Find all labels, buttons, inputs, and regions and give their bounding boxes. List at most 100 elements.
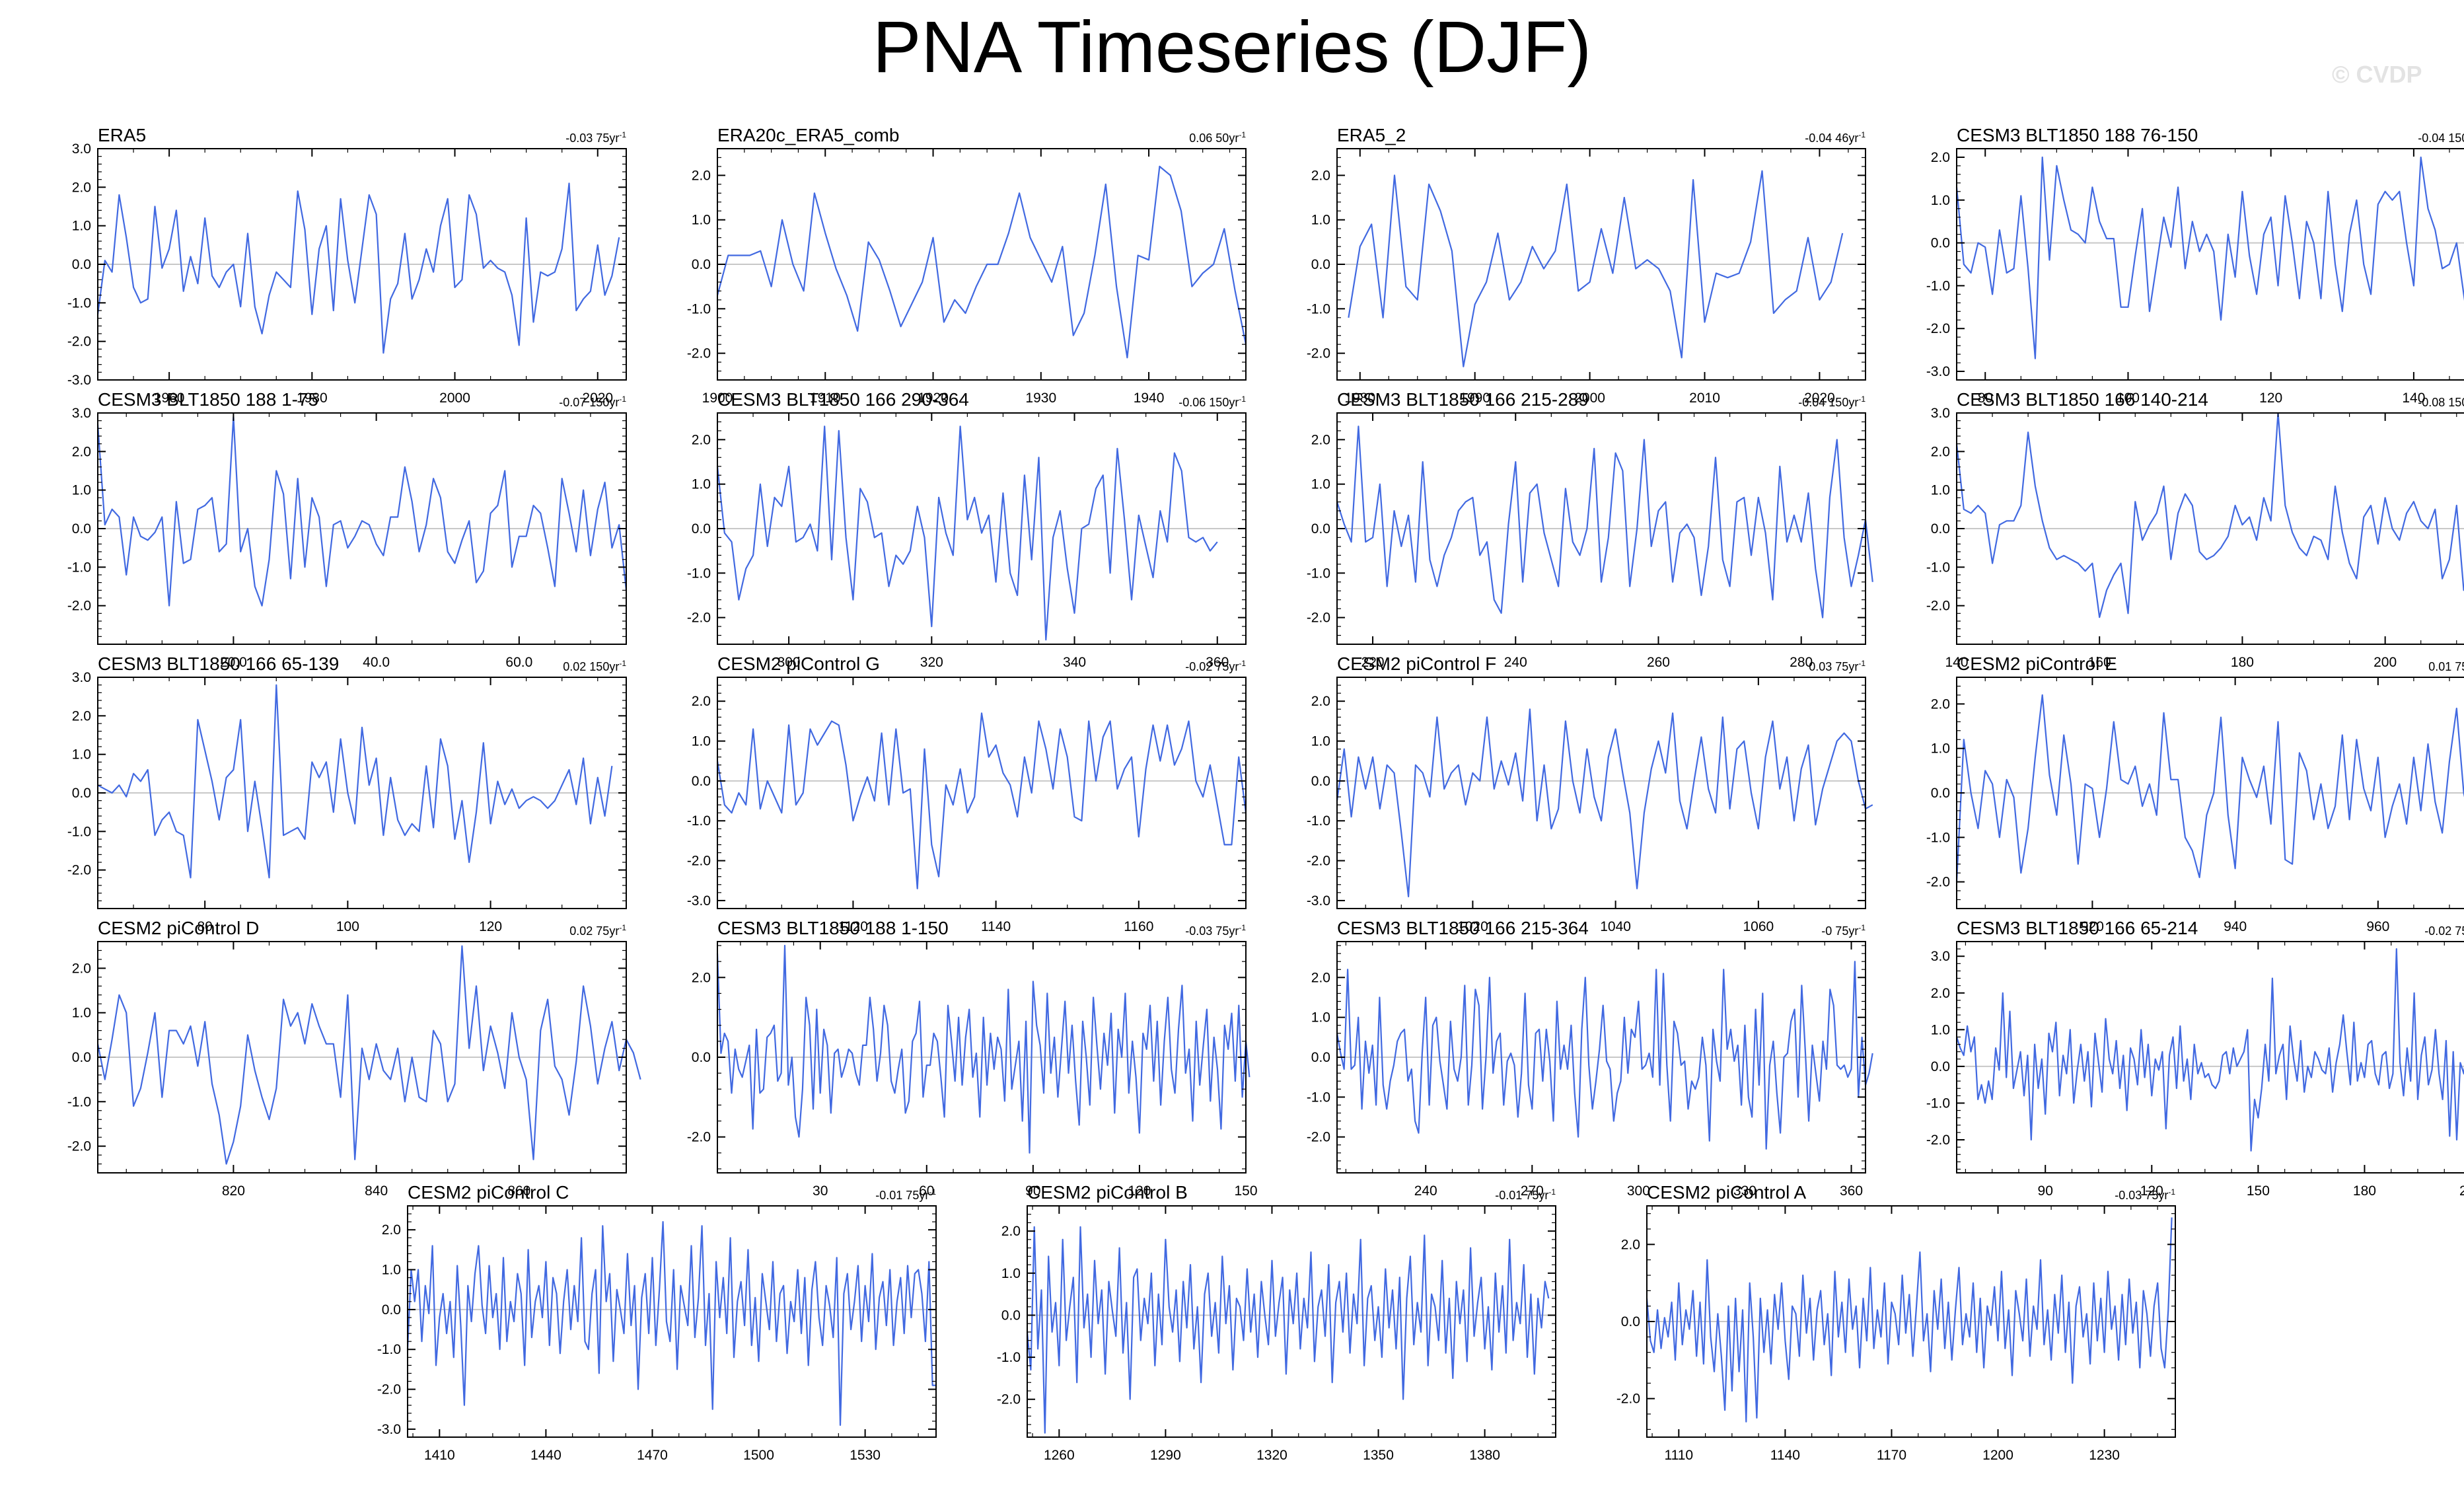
chart-svg: -2.0 -1.0 0.0 1.0 2.0 3.0 80 100 120 [67, 670, 627, 934]
chart-svg: -2.0 -1.0 0.0 1.0 2.0 240 270 300 330 360 [1307, 941, 1873, 1199]
x-tick-label: 40.0 [363, 655, 390, 670]
y-tick-label: 0.0 [692, 521, 711, 537]
chart-svg: -2.0 -1.0 0.0 1.0 2.0 1980 1990 2000 2010 2020 [1307, 148, 1866, 406]
panel-trend-label: -0.02 75yr-1 [2424, 923, 2464, 938]
plot-frame [1956, 148, 2464, 381]
chart-svg: -3.0 -2.0 -1.0 0.0 1.0 2.0 1020 1040 1060 [1307, 677, 1873, 934]
trend-value: 0.02 75yr [569, 924, 620, 938]
y-tick-label: 0.0 [1311, 774, 1330, 789]
x-tick-label: 100 [2117, 391, 2140, 406]
panel-title: ERA5 [98, 125, 147, 145]
series-line [1336, 426, 1873, 618]
x-tick-label: 120 [1128, 1183, 1151, 1199]
x-tick-label: 320 [920, 655, 943, 670]
y-tick-label: -3.0 [1307, 893, 1330, 909]
y-tick-label: 0.0 [382, 1302, 401, 1318]
panel-title: CESM3 BLT1850 188 76-150 [1957, 125, 2198, 145]
x-tick-label: 1990 [1459, 391, 1490, 406]
y-tick-label: 1.0 [692, 213, 711, 228]
y-tick-label: 1.0 [1311, 213, 1330, 228]
y-tick-label: -2.0 [687, 854, 711, 869]
x-tick-label: 270 [1521, 1183, 1544, 1199]
chart-panel: CESM2 piControl C -0.01 75yr-1 -3.0 -2.0 -1.… [368, 1179, 937, 1490]
x-tick-label: 1940 [1134, 391, 1165, 406]
y-tick-label: 0.0 [72, 521, 91, 537]
trend-value: -0.03 75yr [1185, 924, 1239, 938]
chart-panel: CESM2 piControl G -0.02 75yr-1 -3.0 -2.0 -1.… [678, 651, 1247, 961]
panel-trend-label: 0.06 50yr-1 [1189, 130, 1246, 145]
trend-value: 0.03 75yr [1809, 660, 1859, 673]
trend-value: -0.04 46yr [1805, 131, 1859, 145]
trend-value: -0.02 75yr [2424, 924, 2464, 938]
y-tick-label: 2.0 [382, 1222, 401, 1238]
y-tick-label: -2.0 [1926, 1133, 1950, 1148]
panel-trend-label: -0.08 150yr-1 [2418, 394, 2464, 410]
chart-svg: -2.0 0.0 2.0 1110 1140 1170 1200 1230 [1616, 1205, 2176, 1463]
series-line [1955, 412, 2464, 618]
panel-title: ERA20c_ERA5_comb [717, 125, 900, 145]
y-tick-label: -2.0 [67, 334, 91, 350]
y-tick-label: -2.0 [1616, 1392, 1640, 1407]
x-tick-label: 260 [1647, 655, 1670, 670]
trend-unit-exponent: -1 [1858, 394, 1866, 404]
y-tick-label: 0.0 [692, 257, 711, 272]
trend-unit-exponent: -1 [619, 130, 626, 139]
panel-trend-label: -0.04 150yr-1 [2418, 130, 2464, 145]
x-tick-label: 960 [2366, 919, 2389, 934]
chart-svg: -2.0 -1.0 0.0 1.0 2.0 220 240 260 280 [1307, 412, 1873, 670]
y-tick-label: -1.0 [687, 566, 711, 581]
chart-svg: -2.0 -1.0 0.0 1.0 2.0 3.0 20.0 40.0 60.0 [67, 406, 628, 670]
y-tick-label: 2.0 [72, 708, 91, 724]
x-tick-label: 1440 [530, 1448, 562, 1463]
y-tick-label: 3.0 [72, 141, 91, 157]
y-tick-label: -1.0 [1307, 566, 1330, 581]
y-tick-label: 2.0 [692, 168, 711, 183]
series-line [96, 416, 628, 607]
plot-frame [1027, 1205, 1556, 1438]
y-tick-label: 1.0 [72, 747, 91, 763]
x-tick-label: 2000 [1574, 391, 1605, 406]
panel-title: CESM2 piControl C [408, 1182, 569, 1203]
panel-title: CESM2 piControl E [1957, 653, 2117, 674]
y-tick-label: -2.0 [1926, 321, 1950, 336]
chart-svg: -2.0 -1.0 0.0 1.0 2.0 300 320 340 360 [687, 412, 1247, 670]
chart-panel: ERA5_2 -0.04 46yr-1 -2.0 -1.0 0.0 1.0 2.0 1980 1… [1297, 122, 1866, 433]
trend-unit-exponent: -1 [619, 923, 626, 932]
y-tick-label: -1.0 [67, 824, 91, 839]
trend-unit-exponent: -1 [1239, 394, 1246, 404]
chart-panel: CESM2 piControl A -0.03 75yr-1 -2.0 0.0 2.0 1… [1607, 1179, 2176, 1490]
x-tick-label: 1200 [1982, 1448, 2013, 1463]
panel-trend-label: -0.04 46yr-1 [1805, 130, 1866, 145]
y-tick-label: 1.0 [1001, 1266, 1021, 1281]
x-tick-label: 1410 [424, 1448, 455, 1463]
trend-value: -0.01 75yr [875, 1189, 929, 1202]
x-tick-label: 80 [1978, 391, 1993, 406]
panel-title: CESM3 BLT1850 166 65-139 [98, 653, 340, 674]
trend-unit-exponent: -1 [1858, 659, 1866, 668]
trend-value: -0.08 150yr [2418, 396, 2464, 409]
chart-svg: -2.0 -1.0 0.0 1.0 2.0 3.0 140 160 180 200 [1926, 406, 2464, 670]
panel-title: CESM2 piControl B [1027, 1182, 1188, 1203]
x-tick-label: 300 [1627, 1183, 1650, 1199]
y-tick-label: 0.0 [72, 1050, 91, 1065]
chart-panel: CESM3 BLT1850 166 215-289 -0.04 150yr-1 -2… [1297, 387, 1873, 697]
x-tick-label: 60 [919, 1183, 934, 1199]
y-tick-label: -1.0 [1307, 1090, 1330, 1105]
y-tick-label: -1.0 [67, 295, 91, 311]
x-tick-label: 940 [2224, 919, 2247, 934]
y-tick-label: 2.0 [1931, 696, 1950, 712]
y-tick-label: 1.0 [1311, 477, 1330, 492]
y-tick-label: 1.0 [1931, 1022, 1950, 1037]
y-tick-label: -2.0 [67, 599, 91, 614]
trend-value: -0 75yr [1821, 924, 1859, 938]
y-tick-label: 2.0 [1311, 168, 1330, 183]
y-tick-label: 2.0 [692, 694, 711, 709]
y-tick-label: -1.0 [687, 813, 711, 829]
x-tick-label: 1110 [1665, 1448, 1694, 1463]
x-tick-label: 150 [2247, 1183, 2270, 1199]
x-tick-label: 120 [2259, 391, 2282, 406]
trend-value: -0.03 75yr [565, 131, 620, 145]
y-tick-label: 2.0 [1931, 444, 1950, 459]
credit-watermark: © CVDP [2332, 61, 2422, 88]
x-tick-label: 1900 [702, 391, 733, 406]
